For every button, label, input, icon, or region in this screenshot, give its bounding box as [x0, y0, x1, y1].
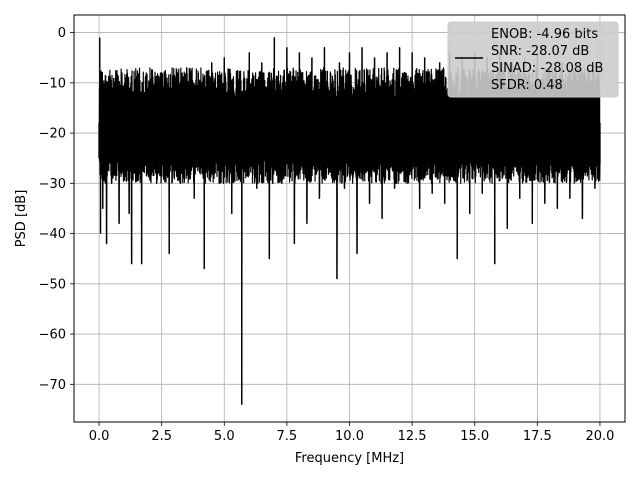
legend-entry-snr: SNR: -28.07 dB [491, 44, 589, 59]
y-tick-label: −60 [39, 328, 66, 343]
y-tick-label: −10 [39, 76, 66, 91]
y-tick-label: −20 [39, 127, 66, 142]
y-tick-label: −70 [39, 378, 66, 393]
x-tick-label: 7.5 [277, 429, 298, 444]
x-axis-label: Frequency [MHz] [295, 451, 404, 466]
x-tick-label: 2.5 [151, 429, 172, 444]
y-tick-label: −40 [39, 227, 66, 242]
y-axis-label: PSD [dB] [14, 190, 29, 248]
series-group [98, 37, 601, 406]
x-axis: 0.0 2.5 5.0 7.5 10.0 12.5 15.0 17.5 20.0 [89, 422, 614, 444]
legend-entry-sinad: SINAD: -28.08 dB [491, 61, 603, 76]
x-tick-label: 5.0 [214, 429, 235, 444]
legend-box [447, 21, 619, 98]
x-tick-label: 15.0 [460, 429, 489, 444]
y-tick-label: 0 [58, 26, 66, 41]
legend-entry-sfdr: SFDR: 0.48 [491, 78, 563, 93]
legend-entry-enob: ENOB: -4.96 bits [491, 27, 598, 42]
x-tick-label: 20.0 [585, 429, 614, 444]
y-tick-label: −30 [39, 177, 66, 192]
y-axis: 0 −10 −20 −30 −40 −50 −60 −70 [39, 26, 74, 393]
x-tick-label: 0.0 [89, 429, 110, 444]
legend: ENOB: -4.96 bits SNR: -28.07 dB SINAD: -… [447, 21, 619, 98]
x-tick-label: 17.5 [523, 429, 552, 444]
y-tick-label: −50 [39, 277, 66, 292]
x-tick-label: 12.5 [398, 429, 427, 444]
x-tick-label: 10.0 [335, 429, 364, 444]
